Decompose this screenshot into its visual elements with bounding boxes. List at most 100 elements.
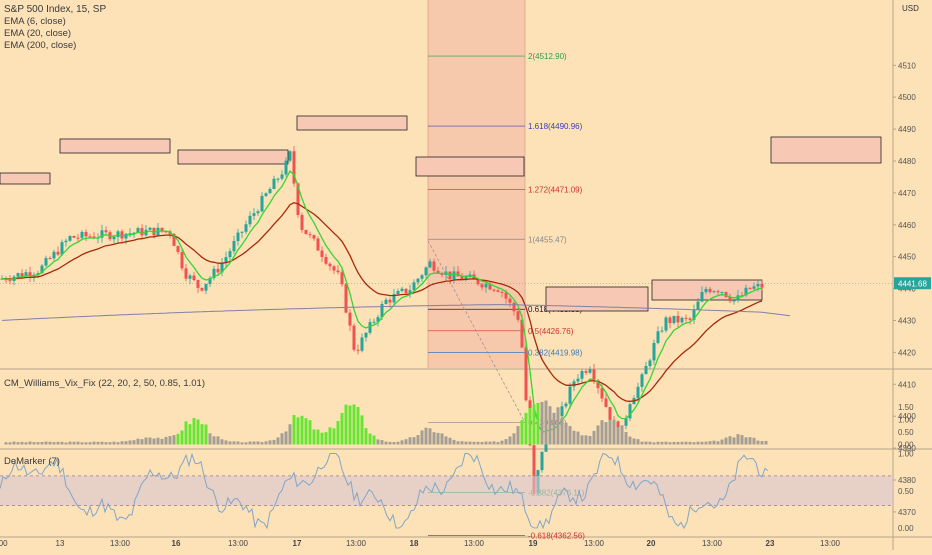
vix-bar [700, 441, 704, 445]
candle-body [300, 214, 304, 230]
candle-body [532, 445, 536, 494]
candle-body [112, 236, 116, 240]
vix-bar [268, 440, 272, 445]
candle-body [232, 241, 236, 252]
fib-level-label: 1.272(4471.09) [528, 185, 583, 194]
candle-body [580, 371, 584, 379]
candle-body [412, 282, 416, 291]
ema20-legend[interactable]: EMA (20, close) [4, 28, 72, 39]
candle-body [608, 407, 612, 420]
vix-bar [236, 441, 240, 445]
zone-box [296, 115, 408, 131]
demarker-y-tick-label: 0.00 [898, 524, 914, 533]
vix-bar [660, 441, 664, 445]
vix-bar [436, 432, 440, 445]
vix-bar [200, 424, 204, 445]
candle-body [216, 268, 220, 273]
vix-bar [244, 442, 248, 445]
candle-body [576, 378, 580, 382]
vix-bar [708, 441, 712, 445]
x-tick-label: :00 [0, 539, 8, 548]
ema6-legend[interactable]: EMA (6, close) [4, 16, 66, 27]
candle-body [492, 289, 496, 291]
vix-bar [116, 442, 120, 445]
y-tick-label: 4430 [898, 317, 916, 326]
candle-body [508, 298, 512, 303]
vix-bar [616, 427, 620, 445]
vix-bar [188, 424, 192, 445]
current-price-badge [894, 277, 931, 290]
vix-bar [112, 441, 116, 445]
candle-body [732, 300, 736, 302]
vix-bar [496, 441, 500, 445]
candle-body [192, 275, 196, 281]
vix-bar [692, 442, 696, 445]
ema200-legend[interactable]: EMA (200, close) [4, 40, 77, 51]
candle-body [368, 322, 372, 333]
zone-box [177, 149, 289, 165]
candle-body [560, 406, 564, 417]
zone-box [770, 136, 882, 164]
vix-bar [468, 441, 472, 445]
candle-body [636, 386, 640, 399]
vix-bar [224, 440, 228, 445]
vix-bar [596, 425, 600, 445]
vix-bar [52, 442, 56, 445]
vix-bar [704, 441, 708, 445]
vix-bar [516, 426, 520, 445]
vix-bar [104, 442, 108, 445]
candle-body [100, 230, 104, 238]
candle-body [500, 291, 504, 293]
candle-body [48, 258, 52, 260]
candle-body [212, 268, 216, 279]
candle-body [516, 311, 520, 320]
candle-body [128, 233, 132, 235]
vix-bar [196, 419, 200, 445]
vix-bar [408, 437, 412, 445]
vix-bar [204, 424, 208, 445]
candle-body [320, 250, 324, 257]
vix-bar [136, 438, 140, 445]
candle-body [188, 275, 192, 279]
x-tick-label: 19 [529, 539, 538, 548]
vix-bar [148, 437, 152, 445]
candle-body [116, 231, 120, 237]
candle-body [180, 252, 184, 269]
vix-bar [440, 433, 444, 445]
vix-bar [532, 404, 536, 445]
vix-bar [744, 437, 748, 445]
vix-bar [288, 424, 292, 445]
fib-level-label: 0.382(4419.98) [528, 348, 583, 357]
y-tick-label: 4450 [898, 253, 916, 262]
vix-bar [312, 429, 316, 445]
candle-body [252, 213, 256, 216]
candle-body [240, 231, 244, 233]
candle-body [640, 374, 644, 387]
candle-body [388, 299, 392, 303]
candle-body [588, 369, 592, 373]
candle-body [20, 273, 24, 277]
candle-body [712, 291, 716, 293]
candle-body [684, 317, 688, 319]
vix-bar [208, 433, 212, 445]
candle-body [380, 303, 384, 318]
symbol-title[interactable]: S&P 500 Index, 15, SP [4, 4, 107, 15]
vix-bar [176, 433, 180, 445]
candle-body [88, 236, 92, 238]
vix-bar [336, 420, 340, 445]
vix-bar [644, 441, 648, 445]
vix-bar [264, 441, 268, 445]
vix-bar [696, 441, 700, 445]
demarker-title[interactable]: DeMarker (7) [4, 456, 60, 467]
candle-body [132, 232, 136, 234]
vix-bar [452, 439, 456, 445]
fib-trend-line [427, 240, 526, 423]
candle-body [496, 290, 500, 292]
vix-title[interactable]: CM_Williams_Vix_Fix (22, 20, 2, 50, 0.85… [4, 378, 205, 389]
candle-body [76, 237, 80, 239]
vix-y-tick-label: 0.00 [898, 441, 914, 450]
vix-bar [92, 441, 96, 445]
candle-body [264, 193, 268, 196]
demarker-y-tick-label: 1.00 [898, 450, 914, 459]
vix-bar [648, 441, 652, 445]
